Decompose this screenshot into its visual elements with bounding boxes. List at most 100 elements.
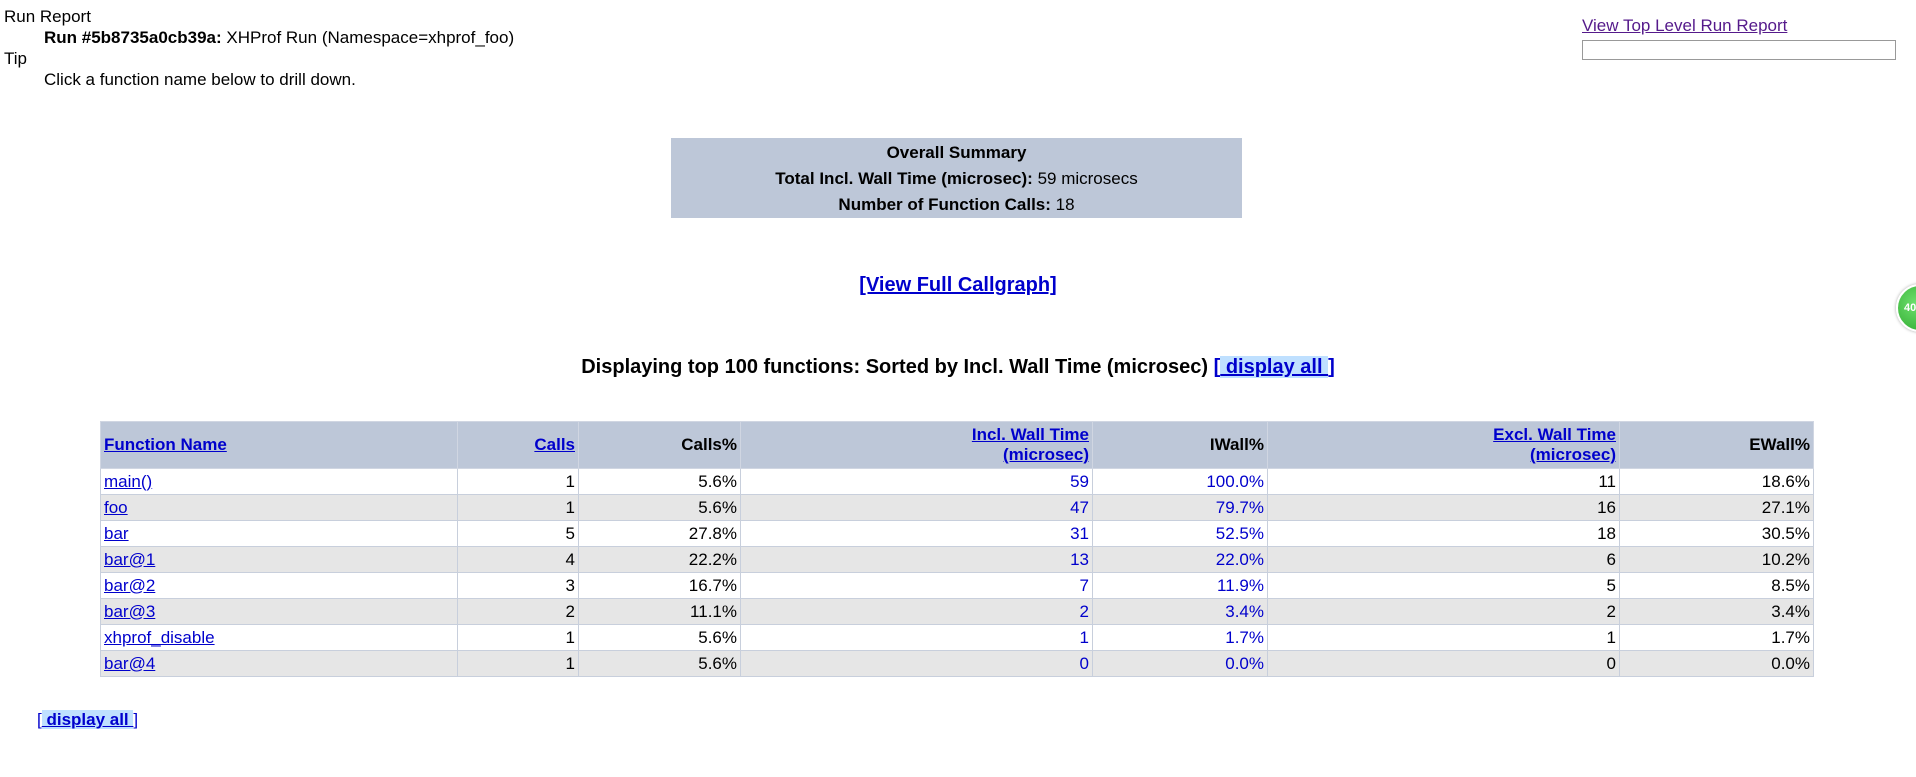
col-ewall-pct: EWall% [1619,421,1814,469]
functions-table-wrap: Function Name Calls Calls% Incl. Wall Ti… [100,421,1814,677]
function-name-cell[interactable]: xhprof_disable [100,624,458,651]
calls-cell: 5 [457,520,579,547]
col-calls-pct: Calls% [578,421,741,469]
sort-function-name-link[interactable]: Function Name [104,435,227,454]
incl-wall-cell: 7 [740,572,1093,599]
function-link[interactable]: bar [104,523,129,543]
excl-wall-line1: Excl. Wall Time [1493,425,1616,444]
iwall-pct-cell: 22.0% [1092,546,1268,573]
display-heading: Displaying top 100 functions: Sorted by … [0,356,1916,379]
excl-wall-line2: (microsec) [1530,445,1616,464]
tip-label: Tip [4,49,27,68]
col-excl-wall[interactable]: Excl. Wall Time (microsec) [1267,421,1620,469]
table-header-row: Function Name Calls Calls% Incl. Wall Ti… [100,421,1814,469]
ewall-pct-cell: 30.5% [1619,520,1814,547]
excl-wall-cell: 2 [1267,598,1620,625]
calls-pct-cell: 11.1% [578,598,741,625]
incl-wall-line1: Incl. Wall Time [971,425,1089,444]
function-name-cell[interactable]: bar@1 [100,546,458,573]
function-link[interactable]: bar@4 [104,653,156,673]
overall-summary: Overall Summary Total Incl. Wall Time (m… [671,138,1242,218]
run-description: Run #5b8735a0cb39a: XHProf Run (Namespac… [44,27,514,48]
top-right-panel: View Top Level Run Report [1582,16,1900,60]
calls-cell: 1 [457,650,579,677]
display-all-link[interactable]: display all [1220,356,1329,378]
excl-wall-cell: 18 [1267,520,1620,547]
calls-pct-cell: 16.7% [578,572,741,599]
run-desc-text: XHProf Run (Namespace=xhprof_foo) [226,28,515,47]
iwall-pct-cell: 52.5% [1092,520,1268,547]
run-report-label: Run Report [4,7,91,26]
function-name-cell[interactable]: foo [100,494,458,521]
function-calls-label: Number of Function Calls: [838,195,1051,214]
table-row: bar@2 3 16.7% 7 11.9% 5 8.5% [100,572,1814,599]
table-row: bar 5 27.8% 31 52.5% 18 30.5% [100,520,1814,547]
calls-cell: 4 [457,546,579,573]
function-link[interactable]: xhprof_disable [104,627,215,647]
function-link[interactable]: bar@2 [104,575,156,595]
view-top-level-run-report-link[interactable]: View Top Level Run Report [1582,16,1788,35]
function-name-cell[interactable]: bar@3 [100,598,458,625]
table-row: bar@4 1 5.6% 0 0.0% 0 0.0% [100,650,1814,677]
function-name-cell[interactable]: bar@4 [100,650,458,677]
function-link[interactable]: main() [104,471,153,491]
function-name-cell[interactable]: main() [100,468,458,495]
incl-wall-cell: 59 [740,468,1093,495]
ewall-pct-cell: 10.2% [1619,546,1814,573]
col-iwall-pct: IWall% [1092,421,1268,469]
calls-cell: 1 [457,494,579,521]
iwall-pct-cell: 11.9% [1092,572,1268,599]
view-full-callgraph-link[interactable]: [View Full Callgraph] [859,274,1057,296]
iwall-pct-cell: 1.7% [1092,624,1268,651]
col-incl-wall[interactable]: Incl. Wall Time (microsec) [740,421,1093,469]
calls-pct-cell: 5.6% [578,624,741,651]
function-name-cell[interactable]: bar@2 [100,572,458,599]
function-link[interactable]: bar@3 [104,601,156,621]
ewall-pct-cell: 18.6% [1619,468,1814,495]
functions-table: Function Name Calls Calls% Incl. Wall Ti… [100,421,1814,677]
callgraph-section: [View Full Callgraph] [0,274,1916,297]
wall-time-value: 59 microsecs [1037,169,1138,188]
ewall-pct-cell: 1.7% [1619,624,1814,651]
bottom-display-all: [ display all ] [37,710,138,730]
function-link[interactable]: foo [104,497,128,517]
bottom-display-all-link[interactable]: display all [41,710,134,729]
iwall-pct-cell: 79.7% [1092,494,1268,521]
incl-wall-cell: 1 [740,624,1093,651]
sort-incl-wall-link[interactable]: Incl. Wall Time (microsec) [972,425,1089,464]
incl-wall-line2: (microsec) [1003,445,1089,464]
function-calls-value: 18 [1055,195,1075,214]
excl-wall-cell: 16 [1267,494,1620,521]
excl-wall-cell: 6 [1267,546,1620,573]
table-row: main() 1 5.6% 59 100.0% 11 18.6% [100,468,1814,495]
col-function-name[interactable]: Function Name [100,421,458,469]
calls-pct-cell: 5.6% [578,468,741,495]
sort-excl-wall-link[interactable]: Excl. Wall Time (microsec) [1493,425,1616,464]
sort-calls-link[interactable]: Calls [534,435,575,454]
incl-wall-cell: 13 [740,546,1093,573]
incl-wall-cell: 0 [740,650,1093,677]
excl-wall-cell: 11 [1267,468,1620,495]
iwall-pct-cell: 3.4% [1092,598,1268,625]
function-name-cell[interactable]: bar [100,520,458,547]
calls-cell: 3 [457,572,579,599]
ewall-pct-cell: 3.4% [1619,598,1814,625]
ewall-pct-cell: 8.5% [1619,572,1814,599]
table-row: bar@3 2 11.1% 2 3.4% 2 3.4% [100,598,1814,625]
ewall-pct-cell: 27.1% [1619,494,1814,521]
calls-cell: 1 [457,468,579,495]
function-link[interactable]: bar@1 [104,549,156,569]
col-calls[interactable]: Calls [457,421,579,469]
incl-wall-cell: 2 [740,598,1093,625]
calls-pct-cell: 27.8% [578,520,741,547]
top-right-input-box[interactable] [1582,40,1896,60]
incl-wall-cell: 31 [740,520,1093,547]
open-bracket: [ [1213,356,1221,378]
iwall-pct-cell: 0.0% [1092,650,1268,677]
ewall-pct-cell: 0.0% [1619,650,1814,677]
table-row: foo 1 5.6% 47 79.7% 16 27.1% [100,494,1814,521]
calls-pct-cell: 22.2% [578,546,741,573]
calls-cell: 1 [457,624,579,651]
tip-text: Click a function name below to drill dow… [44,70,356,89]
